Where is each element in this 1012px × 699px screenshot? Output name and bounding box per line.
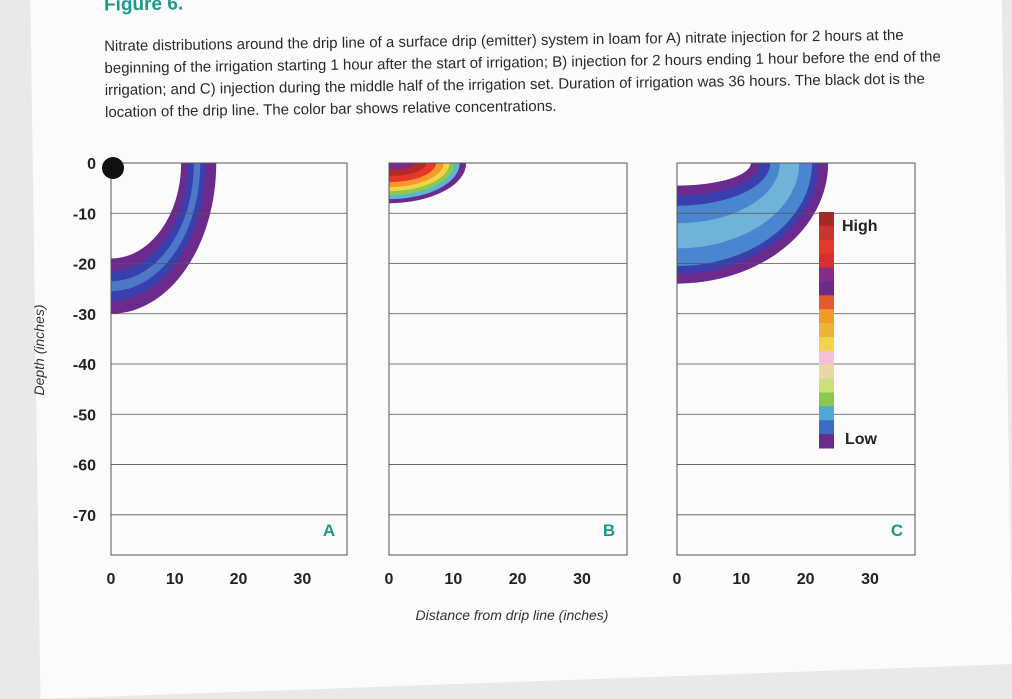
colorbar-high-label: High (842, 218, 878, 235)
colorbar-segment (819, 406, 834, 421)
x-tick-label: 30 (293, 571, 311, 588)
concentration-band (389, 163, 415, 171)
colorbar-segment (819, 267, 834, 282)
y-axis: 0 -10 -20 -30 -40 -50 -60 -70 (73, 156, 96, 525)
y-tick-label: -30 (73, 307, 96, 324)
colorbar-segment (819, 392, 834, 407)
drip-line-dot (102, 157, 124, 179)
colorbar-segment (819, 309, 834, 324)
colorbar-segment (819, 378, 834, 393)
x-axis: 0 10 20 30 0 10 20 30 0 10 20 30 (107, 571, 879, 588)
y-tick-label: 0 (87, 156, 96, 173)
concentration-plume (677, 163, 829, 284)
concentration-band (677, 163, 751, 186)
colorbar-segment (819, 281, 834, 296)
concentration-plume (389, 163, 467, 204)
y-tick-label: -20 (73, 257, 96, 274)
colorbar-segment (819, 212, 834, 227)
colorbar-segment (819, 225, 834, 241)
colorbar-segment (819, 336, 834, 352)
panel-frame (110, 162, 348, 556)
panel-background (389, 163, 627, 555)
y-axis-label: Depth (inches) (31, 304, 47, 395)
colorbar-segment (819, 253, 834, 269)
colorbar-segment (819, 323, 834, 338)
x-tick-label: 20 (797, 571, 815, 588)
panels-layer: A B C (102, 157, 916, 556)
panel-c: C (676, 162, 916, 556)
colorbar-segment (819, 295, 834, 310)
colorbar-legend: High Low (819, 212, 878, 449)
x-tick-label: 20 (230, 571, 248, 588)
x-tick-label: 10 (732, 571, 750, 588)
x-tick-label: 20 (509, 571, 527, 588)
x-axis-label: Distance from drip line (inches) (416, 607, 609, 623)
panel-label: A (323, 521, 335, 540)
x-tick-label: 30 (861, 571, 879, 588)
x-tick-label: 0 (385, 571, 394, 588)
x-tick-label: 10 (444, 571, 462, 588)
panel-label: C (891, 521, 903, 540)
x-tick-label: 0 (107, 571, 116, 588)
panel-frame (388, 162, 628, 556)
colorbar-segment (819, 364, 834, 380)
y-tick-label: -10 (73, 206, 96, 223)
colorbar-segment (819, 420, 834, 435)
y-tick-label: -40 (73, 357, 96, 374)
colorbar-segment (819, 350, 834, 366)
concentration-plume (111, 163, 217, 314)
panel-label: B (603, 521, 615, 540)
x-tick-label: 0 (673, 571, 682, 588)
colorbar-segment (819, 434, 834, 449)
y-tick-label: -60 (73, 458, 96, 475)
colorbar-segment (819, 239, 834, 255)
panel-b: B (388, 162, 628, 556)
x-tick-label: 30 (573, 571, 591, 588)
colorbar-low-label: Low (845, 431, 878, 448)
x-tick-label: 10 (166, 571, 184, 588)
panel-a: A (110, 162, 348, 556)
y-tick-label: -70 (73, 508, 96, 525)
panel-frame (676, 162, 916, 556)
concentration-band (111, 163, 182, 259)
y-tick-label: -50 (73, 407, 96, 424)
